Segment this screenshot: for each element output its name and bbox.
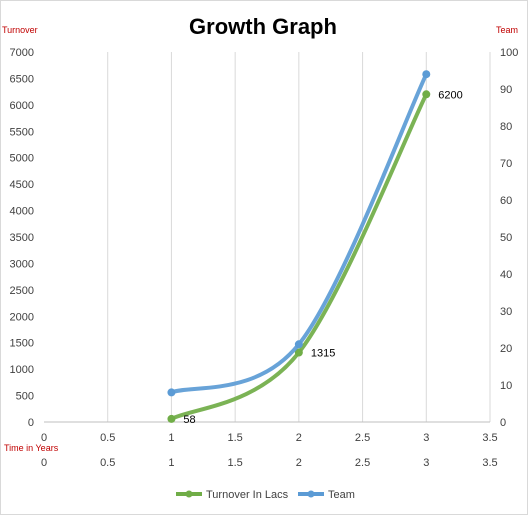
x-tick-label: 3 — [423, 432, 429, 444]
y-tick-label: 6500 — [10, 73, 34, 85]
y2-tick-label: 20 — [500, 343, 512, 355]
y2-tick-label: 60 — [500, 195, 512, 207]
y2-tick-label: 10 — [500, 380, 512, 392]
x-tick-label: 0.5 — [100, 432, 115, 444]
y-tick-label: 4000 — [10, 206, 34, 218]
series-point-turnover — [422, 90, 431, 99]
legend-swatch-marker — [307, 490, 315, 498]
legend-label: Team — [328, 489, 355, 501]
series-point-team — [167, 388, 176, 397]
y-axis-right-title: Team — [496, 25, 518, 35]
x2-tick-label: 1.5 — [227, 457, 242, 469]
x-tick-label: 1 — [168, 432, 174, 444]
y-tick-label: 2000 — [10, 311, 34, 323]
series-line-turnover — [169, 92, 429, 421]
x2-tick-label: 2 — [296, 457, 302, 469]
x2-tick-label: 2.5 — [355, 457, 370, 469]
y2-tick-label: 50 — [500, 232, 512, 244]
y2-tick-label: 30 — [500, 306, 512, 318]
y-tick-label: 6000 — [10, 100, 34, 112]
series-point-turnover — [294, 348, 303, 357]
data-label: 6200 — [438, 89, 462, 101]
x-tick-label: 0 — [41, 432, 47, 444]
y2-tick-label: 90 — [500, 84, 512, 96]
series-line-team — [169, 72, 429, 395]
x-tick-label: 2 — [296, 432, 302, 444]
x-tick-label: 3.5 — [482, 432, 497, 444]
y-tick-label: 1000 — [10, 364, 34, 376]
chart-title: Growth Graph — [189, 14, 337, 39]
y-axis-left-title: Turnover — [2, 25, 38, 35]
x2-tick-label: 3 — [423, 457, 429, 469]
legend-label: Turnover In Lacs — [206, 489, 289, 501]
axes: 000.50.5111.51.5222.52.5333.53.505001000… — [10, 47, 519, 469]
x-tick-label: 2.5 — [355, 432, 370, 444]
data-label: 58 — [183, 414, 195, 426]
x2-tick-label: 1 — [168, 457, 174, 469]
legend-swatch-marker — [185, 490, 193, 498]
legend: Turnover In Lacs Team — [176, 489, 355, 501]
y-tick-label: 3000 — [10, 258, 34, 270]
x2-tick-label: 3.5 — [482, 457, 497, 469]
series-point-team — [294, 340, 303, 349]
y-tick-label: 500 — [16, 391, 34, 403]
data-label: 1315 — [311, 347, 335, 359]
y-tick-label: 5000 — [10, 153, 34, 165]
x-axis-title: Time in Years — [4, 443, 59, 453]
y-tick-label: 5500 — [10, 126, 34, 138]
y-tick-label: 7000 — [10, 47, 34, 59]
y-tick-label: 3500 — [10, 232, 34, 244]
x2-tick-label: 0.5 — [100, 457, 115, 469]
y-tick-label: 0 — [28, 417, 34, 429]
data-labels: 58 1315 6200 — [183, 89, 462, 426]
series-point-team — [422, 70, 431, 79]
x-tick-label: 1.5 — [227, 432, 242, 444]
y2-tick-label: 0 — [500, 417, 506, 429]
y-tick-label: 2500 — [10, 285, 34, 297]
series-point-turnover — [167, 414, 176, 423]
y2-tick-label: 70 — [500, 158, 512, 170]
series — [167, 70, 431, 423]
y-tick-label: 4500 — [10, 179, 34, 191]
y2-tick-label: 40 — [500, 269, 512, 281]
y2-tick-label: 100 — [500, 47, 518, 59]
y2-tick-label: 80 — [500, 121, 512, 133]
x2-tick-label: 0 — [41, 457, 47, 469]
y-tick-label: 1500 — [10, 338, 34, 350]
